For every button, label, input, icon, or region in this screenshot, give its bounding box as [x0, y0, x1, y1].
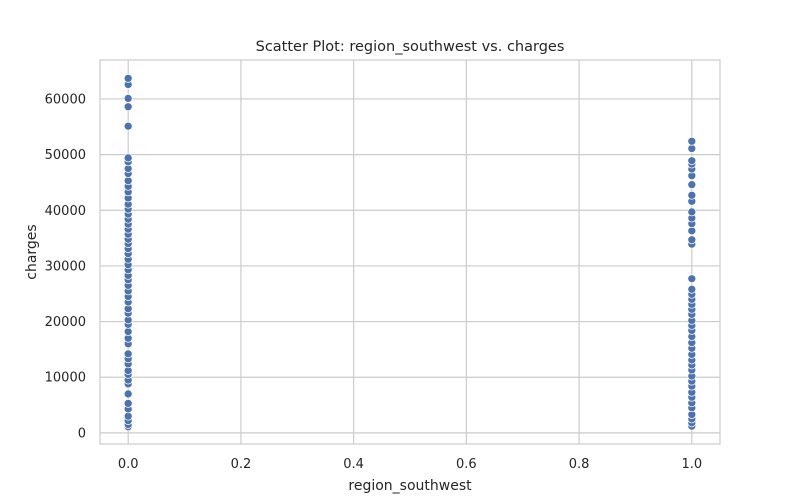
scatter-point [687, 180, 697, 190]
scatter-point [123, 349, 133, 359]
scatter-point [687, 207, 697, 217]
scatter-point [123, 411, 133, 421]
scatter-point [123, 399, 133, 408]
scatter-point [687, 284, 697, 294]
y-axis-label: charges [24, 224, 40, 279]
scatter-point [123, 121, 133, 131]
y-tick-label: 40000 [45, 204, 86, 219]
y-tick-label: 20000 [45, 315, 86, 330]
y-tick-label: 30000 [45, 259, 86, 274]
grid [100, 60, 720, 444]
scatter-point [123, 153, 133, 163]
y-tick-label: 10000 [45, 371, 86, 386]
x-axis-label: region_southwest [348, 478, 472, 494]
x-tick-label: 0.4 [343, 457, 364, 472]
scatter-point [687, 136, 697, 146]
scatter-point [123, 176, 133, 186]
tick-labels: 0.0 0.2 0.4 0.6 0.8 1.0 0 10000 20000 30000 40000 5… [45, 92, 703, 472]
scatter-point [687, 226, 697, 236]
x-tick-label: 0.8 [569, 457, 590, 472]
y-tick-label: 50000 [45, 148, 86, 163]
scatter-point [687, 235, 697, 245]
scatter-point [687, 156, 697, 166]
x-tick-label: 0.6 [456, 457, 477, 472]
scatter-point [687, 274, 697, 284]
plot-frame [99, 59, 721, 445]
scatter-point [687, 144, 697, 153]
data-points [123, 74, 697, 432]
scatter-point [123, 102, 133, 112]
y-tick-label: 0 [78, 426, 86, 441]
x-tick-label: 0.2 [231, 457, 252, 472]
scatter-point [123, 74, 133, 83]
scatter-point [687, 190, 697, 200]
x-tick-label: 0.0 [118, 457, 139, 472]
chart-title: Scatter Plot: region_southwest vs. charg… [256, 39, 565, 55]
scatter-point [123, 94, 133, 103]
x-tick-label: 1.0 [681, 457, 702, 472]
y-tick-label: 60000 [45, 92, 86, 107]
scatter-point [123, 327, 133, 336]
scatter-point [123, 389, 133, 399]
